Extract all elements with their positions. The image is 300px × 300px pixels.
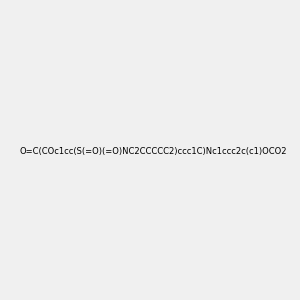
Text: O=C(COc1cc(S(=O)(=O)NC2CCCCC2)ccc1C)Nc1ccc2c(c1)OCO2: O=C(COc1cc(S(=O)(=O)NC2CCCCC2)ccc1C)Nc1c… (20, 147, 287, 156)
